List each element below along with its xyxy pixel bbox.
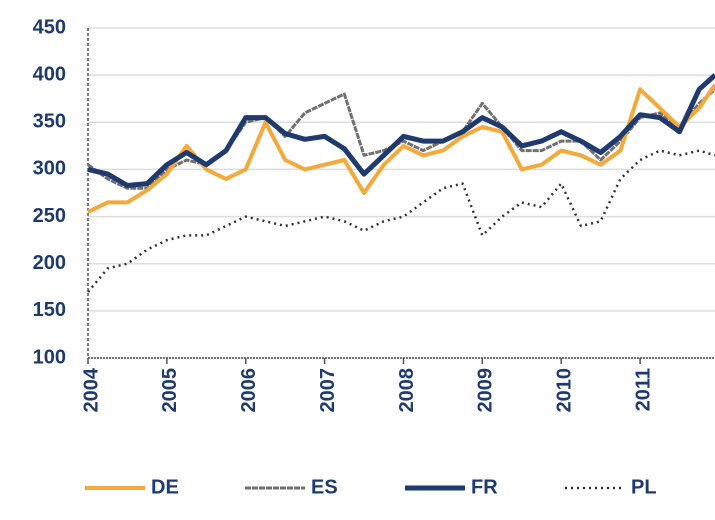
series-line: [87, 83, 715, 214]
y-tick-label: 350: [33, 111, 66, 133]
x-tick-label: 2006: [238, 368, 260, 413]
y-tick-label: 300: [33, 158, 66, 180]
x-tick-label: 2004: [80, 367, 102, 412]
y-tick-label: 200: [33, 252, 66, 274]
y-tick-label: 400: [33, 63, 66, 85]
x-tick-label: 2011: [632, 368, 654, 411]
legend-label: PL: [631, 476, 657, 498]
legend-label: FR: [471, 476, 498, 498]
x-tick-label: 2009: [475, 368, 497, 413]
legend-label: DE: [151, 476, 179, 498]
legend-label: ES: [311, 476, 338, 498]
series-line: [87, 73, 715, 188]
x-tick-label: 2010: [553, 368, 575, 413]
y-tick-label: 450: [33, 16, 66, 38]
y-tick-label: 150: [33, 299, 66, 321]
series-line: [87, 88, 715, 190]
y-tick-label: 100: [33, 346, 66, 368]
x-tick-label: 2007: [317, 368, 339, 413]
x-tick-label: 2005: [159, 368, 181, 413]
series-line: [87, 149, 715, 293]
y-tick-label: 250: [33, 205, 66, 227]
x-tick-label: 2008: [396, 368, 418, 413]
